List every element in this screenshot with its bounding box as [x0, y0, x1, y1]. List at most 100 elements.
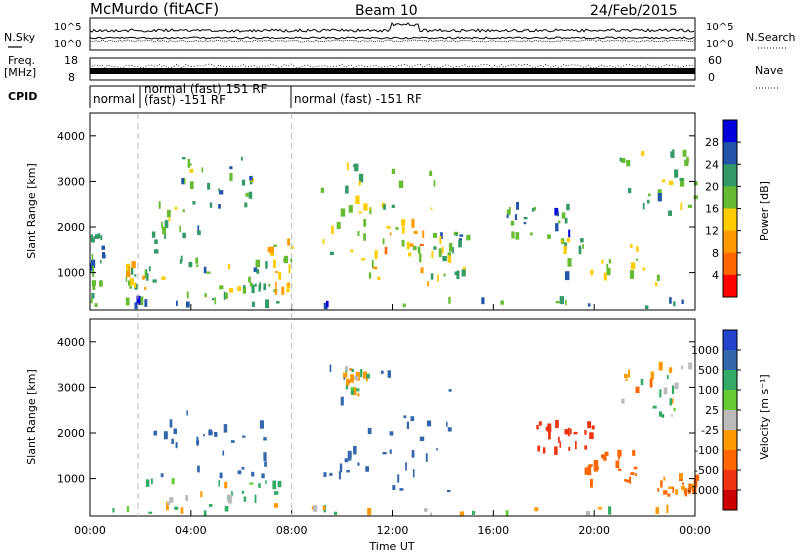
- heatmap-cell: [621, 158, 626, 163]
- heatmap-cell: [455, 232, 458, 237]
- heatmap-cell: [282, 258, 287, 262]
- heatmap-cell: [154, 249, 159, 254]
- heatmap-cell: [208, 504, 213, 507]
- heatmap-cell: [447, 427, 452, 432]
- heatmap-cell: [269, 246, 274, 254]
- heatmap-cell: [287, 238, 290, 246]
- heatmap-cell: [184, 178, 186, 185]
- heatmap-cell: [326, 300, 329, 308]
- heatmap-cell: [276, 301, 280, 304]
- heatmap-cell: [674, 382, 679, 390]
- heatmap-cell: [656, 274, 660, 282]
- heatmap-cell: [218, 204, 221, 209]
- heatmap-cell: [129, 278, 134, 286]
- heatmap-cell: [204, 293, 207, 298]
- heatmap-cell: [212, 297, 215, 301]
- heatmap-cell: [456, 270, 460, 280]
- heatmap-cell: [447, 255, 452, 263]
- heatmap-cell: [570, 428, 572, 435]
- heatmap-cell: [680, 365, 683, 370]
- heatmap-cell: [580, 238, 584, 243]
- heatmap-cell: [419, 243, 424, 246]
- heatmap-cell: [188, 163, 192, 166]
- heatmap-cell: [687, 204, 693, 208]
- heatmap-cell: [459, 234, 464, 237]
- heatmap-cell: [511, 231, 515, 239]
- heatmap-cell: [681, 486, 684, 490]
- heatmap-cell: [516, 202, 519, 210]
- heatmap-cell: [628, 188, 632, 194]
- heatmap-cell: [621, 398, 625, 404]
- cpid-segment-3: (fast) -151 RF: [144, 93, 226, 107]
- heatmap-cell: [263, 283, 267, 291]
- heatmap-cell: [601, 454, 606, 459]
- heatmap-cell: [251, 301, 255, 307]
- heatmap-cell: [412, 245, 417, 251]
- heatmap-cell: [672, 486, 675, 493]
- colorbar-tick-label: 28: [705, 136, 719, 149]
- heatmap-cell: [436, 448, 438, 451]
- heatmap-cell: [589, 432, 594, 440]
- heatmap-cell: [663, 387, 668, 395]
- heatmap-cell: [329, 472, 333, 476]
- heatmap-cell: [582, 244, 584, 249]
- heatmap-cell: [566, 237, 571, 243]
- heatmap-cell: [597, 507, 603, 510]
- x-axis-label: Time UT: [368, 540, 414, 553]
- colorbar-tick-label: 24: [705, 158, 719, 171]
- heatmap-cell: [175, 442, 178, 449]
- heatmap-cell: [601, 259, 604, 264]
- heatmap-cell: [561, 212, 566, 219]
- heatmap-cell: [657, 189, 662, 195]
- heatmap-cell: [323, 302, 328, 310]
- heatmap-cell: [547, 234, 551, 239]
- heatmap-cell: [398, 180, 404, 188]
- heatmap-cell: [660, 480, 663, 488]
- y-tick-label: 2000: [57, 427, 85, 440]
- heatmap-cell: [270, 253, 275, 256]
- heatmap-cell: [458, 240, 462, 248]
- heatmap-cell: [426, 420, 432, 427]
- heatmap-cell: [245, 192, 249, 197]
- heatmap-cell: [381, 370, 384, 374]
- heatmap-cell: [214, 432, 218, 437]
- heatmap-cell: [545, 426, 549, 431]
- heatmap-cell: [684, 488, 688, 497]
- heatmap-cell: [563, 245, 567, 254]
- heatmap-cell: [392, 485, 396, 490]
- heatmap-cell: [329, 251, 334, 255]
- colorbar-tick-label: 20: [705, 180, 719, 193]
- heatmap-cell: [510, 220, 515, 226]
- heatmap-cell: [506, 214, 509, 219]
- heatmap-cell: [647, 199, 650, 204]
- y-tick-label: 3000: [57, 381, 85, 394]
- heatmap-cell: [101, 254, 106, 259]
- heatmap-cell: [90, 265, 94, 270]
- heatmap-cell: [430, 207, 433, 210]
- heatmap-cell: [573, 431, 578, 435]
- heatmap-cell: [130, 267, 134, 275]
- heatmap-cell: [654, 282, 658, 287]
- heatmap-cell: [134, 274, 137, 277]
- heatmap-cell: [534, 507, 539, 512]
- heatmap-cell: [608, 506, 612, 515]
- heatmap-cell: [659, 389, 662, 398]
- heatmap-cell: [338, 471, 341, 480]
- heatmap-cell: [228, 263, 231, 269]
- heatmap-cell: [533, 206, 537, 211]
- y-tick-label: 2000: [57, 221, 85, 234]
- heatmap-cell: [619, 157, 622, 162]
- heatmap-cell: [566, 203, 570, 211]
- heatmap-cell: [657, 193, 662, 202]
- colorbar-tick-label: 16: [705, 203, 719, 216]
- x-tick-label: 00:00: [679, 524, 711, 537]
- heatmap-cell: [255, 283, 257, 287]
- heatmap-cell: [182, 232, 186, 239]
- heatmap-cell: [201, 167, 204, 173]
- x-tick-label: 04:00: [175, 524, 207, 537]
- colorbar-frame: [722, 329, 738, 511]
- heatmap-cell: [168, 217, 171, 222]
- heatmap-cell: [161, 276, 166, 280]
- heatmap-cell: [192, 201, 196, 205]
- heatmap-cell: [176, 300, 178, 306]
